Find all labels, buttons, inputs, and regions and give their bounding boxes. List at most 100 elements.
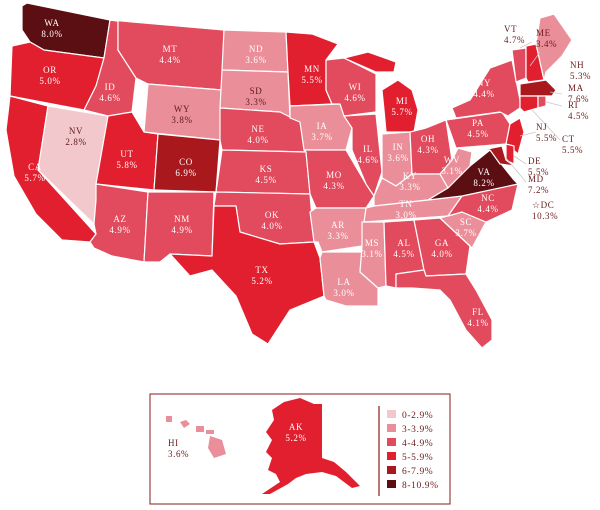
legend-swatch xyxy=(387,480,396,488)
state-label-VT: VT 4.7% xyxy=(504,24,525,45)
state-value-VT: 4.7% xyxy=(504,35,525,45)
state-value-WI: 4.6% xyxy=(344,93,365,103)
state-abbr-MT: MT xyxy=(163,44,178,54)
state-label-NE: NE 4.0% xyxy=(247,124,268,145)
state-value-TN: 3.0% xyxy=(395,210,416,220)
state-value-IN: 3.6% xyxy=(387,153,408,163)
state-value-DC: 10.3% xyxy=(532,211,558,221)
state-value-MO: 4.3% xyxy=(323,181,344,191)
state-value-KY: 3.3% xyxy=(399,182,420,192)
state-abbr-VA: VA xyxy=(477,167,490,177)
legend-swatch xyxy=(387,466,396,474)
state-label-TX: TX 5.2% xyxy=(251,265,272,286)
state-labels: WA 8.0% OR 5.0% CA 5.7% NV 2.8% ID 4.6% MT 4.4… xyxy=(24,18,591,328)
inset-panel: AK 5.2% HI 3.6% 0-2.9% 3-3.9% 4-4.9% 5-5.9% 6-… xyxy=(149,393,451,505)
state-abbr-DE: DE xyxy=(528,156,541,166)
state-label-MI: MI 5.7% xyxy=(391,96,412,117)
state-label-WI: WI 4.6% xyxy=(344,82,365,103)
state-label-UT: UT 5.8% xyxy=(116,149,137,170)
state-DE[interactable] xyxy=(505,143,515,165)
legend-swatch xyxy=(387,438,396,446)
state-IL[interactable] xyxy=(343,113,383,197)
state-value-AK: 5.2% xyxy=(285,433,306,443)
state-abbr-CT: CT xyxy=(562,134,575,144)
state-label-IA: IA 3.7% xyxy=(311,121,332,142)
state-value-AL: 4.5% xyxy=(393,249,414,259)
state-value-ID: 4.6% xyxy=(99,93,120,103)
state-MI-UP[interactable] xyxy=(343,51,397,73)
state-value-MI: 5.7% xyxy=(391,107,412,117)
legend-label: 5-5.9% xyxy=(402,453,433,463)
state-abbr-NH: NH xyxy=(570,60,584,70)
state-label-CO: CO 6.9% xyxy=(175,157,196,178)
state-abbr-NE: NE xyxy=(251,124,264,134)
state-value-AR: 3.3% xyxy=(327,231,348,241)
state-RI[interactable] xyxy=(537,95,547,109)
state-value-AZ: 4.9% xyxy=(109,225,130,235)
state-label-KS: KS 4.5% xyxy=(255,164,276,185)
state-abbr-IA: IA xyxy=(317,121,328,131)
state-CT[interactable] xyxy=(519,95,539,113)
state-label-NH: NH 5.3% xyxy=(570,60,591,81)
state-FL[interactable] xyxy=(395,269,493,349)
legend-label: 4-4.9% xyxy=(402,439,433,449)
state-label-KY: KY 3.3% xyxy=(399,171,420,192)
state-label-RI: RI 4.5% xyxy=(568,100,589,121)
state-abbr-AK: AK xyxy=(289,422,303,432)
state-label-NC: NC 4.4% xyxy=(477,193,498,214)
state-MD[interactable] xyxy=(471,145,515,167)
state-value-RI: 4.5% xyxy=(568,111,589,121)
state-abbr-KS: KS xyxy=(260,164,273,174)
state-value-VA: 8.2% xyxy=(473,178,494,188)
state-abbr-TN: TN xyxy=(399,199,412,209)
state-ME[interactable] xyxy=(535,13,573,81)
state-abbr-VT: VT xyxy=(504,24,517,34)
state-label-DE: DE 5.5% xyxy=(528,156,549,177)
state-abbr-NV: NV xyxy=(69,126,83,136)
state-abbr-OH: OH xyxy=(421,134,435,144)
state-label-OK: OK 4.0% xyxy=(261,210,282,231)
state-MA[interactable] xyxy=(519,79,557,97)
state-label-AL: AL 4.5% xyxy=(393,238,414,259)
state-value-MA: 7.6% xyxy=(568,94,589,104)
state-abbr-IL: IL xyxy=(363,144,373,154)
state-label-NJ: NJ 5.5% xyxy=(536,122,557,143)
state-HI[interactable] xyxy=(166,416,226,458)
state-abbr-WV: WV xyxy=(444,155,460,165)
state-value-DE: 5.5% xyxy=(528,167,549,177)
state-AK[interactable] xyxy=(262,398,360,494)
state-label-WA: WA 8.0% xyxy=(41,18,62,39)
state-label-LA: LA 3.0% xyxy=(333,277,354,298)
legend-label: 6-7.9% xyxy=(402,467,433,477)
state-abbr-CO: CO xyxy=(179,157,193,167)
state-value-ND: 3.6% xyxy=(245,55,266,65)
state-label-WV: WV 3.1% xyxy=(441,155,462,176)
state-label-AR: AR 3.3% xyxy=(327,220,348,241)
state-label-ID: ID 4.6% xyxy=(99,82,120,103)
state-abbr-SD: SD xyxy=(250,86,263,96)
state-label-OR: OR 5.0% xyxy=(39,65,60,86)
state-shapes xyxy=(5,2,573,349)
state-abbr-AR: AR xyxy=(331,220,345,230)
state-label-DC: ☆DC 10.3% xyxy=(532,200,558,221)
state-label-NM: NM 4.9% xyxy=(171,214,192,235)
state-value-CO: 6.9% xyxy=(175,168,196,178)
state-abbr-ME: ME xyxy=(536,28,551,38)
legend-swatch xyxy=(387,424,396,432)
state-MI[interactable] xyxy=(381,79,419,133)
state-label-GA: GA 4.0% xyxy=(431,238,452,259)
state-value-NV: 2.8% xyxy=(65,137,86,147)
state-value-UT: 5.8% xyxy=(116,160,137,170)
state-label-VA: VA 8.2% xyxy=(473,167,494,188)
state-abbr-NJ: NJ xyxy=(536,122,547,132)
state-abbr-SC: SC xyxy=(460,217,472,227)
state-label-SC: SC 3.7% xyxy=(455,217,476,238)
state-AR[interactable] xyxy=(309,207,367,253)
state-label-HI: HI 3.6% xyxy=(168,438,189,459)
state-value-IA: 3.7% xyxy=(311,132,332,142)
state-TX[interactable] xyxy=(169,205,325,345)
legend-label: 8-10.9% xyxy=(402,481,439,491)
state-value-FL: 4.1% xyxy=(467,318,488,328)
state-label-PA: PA 4.5% xyxy=(467,118,488,139)
state-abbr-WA: WA xyxy=(44,18,59,28)
